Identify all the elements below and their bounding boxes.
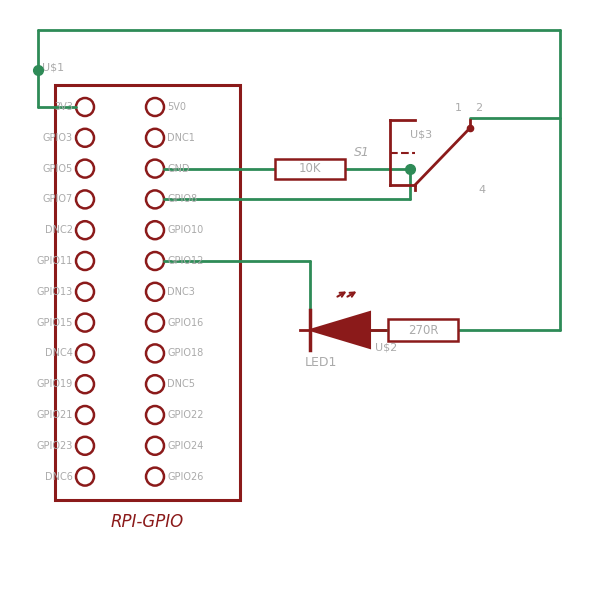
Text: GPIO26: GPIO26 bbox=[167, 472, 203, 482]
Circle shape bbox=[146, 129, 164, 147]
Text: GPIO23: GPIO23 bbox=[37, 441, 73, 451]
Text: 10K: 10K bbox=[299, 162, 321, 175]
Text: GPIO3: GPIO3 bbox=[43, 133, 73, 143]
Text: GPIO7: GPIO7 bbox=[43, 194, 73, 205]
Text: GPIO15: GPIO15 bbox=[37, 317, 73, 328]
Text: GPIO13: GPIO13 bbox=[37, 287, 73, 297]
Circle shape bbox=[76, 221, 94, 239]
Text: GPIO19: GPIO19 bbox=[37, 379, 73, 389]
Circle shape bbox=[146, 190, 164, 208]
Circle shape bbox=[76, 437, 94, 455]
Circle shape bbox=[76, 129, 94, 147]
Circle shape bbox=[146, 314, 164, 332]
Text: LED1: LED1 bbox=[305, 355, 337, 368]
Text: GPIO5: GPIO5 bbox=[43, 164, 73, 173]
Text: GPIO24: GPIO24 bbox=[167, 441, 203, 451]
Circle shape bbox=[76, 190, 94, 208]
Circle shape bbox=[146, 252, 164, 270]
Circle shape bbox=[146, 467, 164, 485]
Circle shape bbox=[146, 283, 164, 301]
Circle shape bbox=[76, 283, 94, 301]
Circle shape bbox=[146, 437, 164, 455]
Text: 3V3: 3V3 bbox=[54, 102, 73, 112]
Bar bbox=[275, 158, 345, 179]
Text: DNC3: DNC3 bbox=[167, 287, 195, 297]
Circle shape bbox=[76, 467, 94, 485]
Text: U$1: U$1 bbox=[42, 62, 64, 72]
Circle shape bbox=[76, 314, 94, 332]
Text: 1: 1 bbox=[454, 103, 461, 113]
Circle shape bbox=[76, 98, 94, 116]
Text: GPIO11: GPIO11 bbox=[37, 256, 73, 266]
Text: DNC2: DNC2 bbox=[45, 225, 73, 235]
Text: GPIO21: GPIO21 bbox=[37, 410, 73, 420]
Text: GPIO8: GPIO8 bbox=[167, 194, 197, 205]
Circle shape bbox=[146, 406, 164, 424]
Circle shape bbox=[76, 344, 94, 362]
Text: DNC5: DNC5 bbox=[167, 379, 195, 389]
Text: GPIO18: GPIO18 bbox=[167, 349, 203, 358]
Circle shape bbox=[76, 375, 94, 393]
Text: GPIO12: GPIO12 bbox=[167, 256, 203, 266]
Circle shape bbox=[146, 375, 164, 393]
Circle shape bbox=[76, 252, 94, 270]
Circle shape bbox=[146, 221, 164, 239]
Text: GPIO22: GPIO22 bbox=[167, 410, 203, 420]
Text: U$2: U$2 bbox=[375, 343, 397, 353]
Text: DNC4: DNC4 bbox=[45, 349, 73, 358]
Bar bbox=[388, 319, 458, 341]
Circle shape bbox=[146, 160, 164, 178]
Text: S1: S1 bbox=[354, 146, 370, 159]
Circle shape bbox=[146, 344, 164, 362]
Text: 2: 2 bbox=[475, 103, 482, 113]
Text: 5V0: 5V0 bbox=[167, 102, 186, 112]
Text: 4: 4 bbox=[478, 185, 485, 195]
Text: RPI-GPIO: RPI-GPIO bbox=[111, 513, 184, 531]
Circle shape bbox=[76, 160, 94, 178]
Text: 270R: 270R bbox=[408, 323, 438, 337]
Text: DNC1: DNC1 bbox=[167, 133, 195, 143]
Text: DNC6: DNC6 bbox=[45, 472, 73, 482]
Text: GPIO16: GPIO16 bbox=[167, 317, 203, 328]
Polygon shape bbox=[310, 312, 370, 348]
Circle shape bbox=[146, 98, 164, 116]
Text: GPIO10: GPIO10 bbox=[167, 225, 203, 235]
Bar bbox=[55, 85, 240, 500]
Text: GND: GND bbox=[167, 164, 190, 173]
Text: U$3: U$3 bbox=[410, 130, 432, 139]
Circle shape bbox=[76, 406, 94, 424]
